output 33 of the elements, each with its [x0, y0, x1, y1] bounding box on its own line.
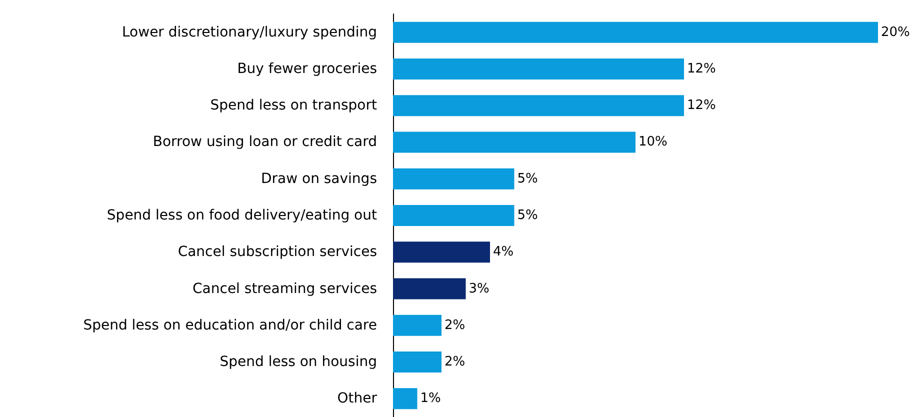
bar: [393, 205, 514, 226]
y-tick-label: Spend less on transport: [210, 98, 378, 114]
y-tick-label: Other: [337, 390, 378, 407]
bar: [393, 242, 490, 263]
y-tick-label: Borrow using loan or credit card: [152, 134, 377, 150]
y-tick-label: Cancel streaming services: [192, 280, 377, 297]
y-tick-label: Buy fewer groceries: [237, 60, 377, 77]
y-tick-label: Spend less on food delivery/eating out: [106, 208, 378, 224]
y-tick-label: Lower discretionary/luxury spending: [122, 24, 377, 40]
y-tick-label: Draw on savings: [260, 170, 377, 187]
bar: [393, 388, 418, 410]
y-tick-label: Spend less on housing: [220, 354, 377, 370]
data-label: 1%: [420, 391, 441, 406]
bar: [393, 314, 442, 336]
bar: [393, 278, 466, 300]
y-tick-label: Cancel subscription services: [178, 244, 377, 260]
data-label: 3%: [468, 281, 490, 296]
data-label: 2%: [444, 354, 466, 370]
data-label: 20%: [881, 24, 910, 40]
bar: [393, 132, 636, 153]
bar: [393, 58, 684, 80]
data-label: 12%: [687, 61, 716, 76]
data-label: 10%: [638, 134, 668, 150]
data-label: 4%: [493, 244, 514, 260]
data-label: 12%: [687, 98, 716, 114]
data-label: 5%: [517, 208, 538, 223]
data-label: 2%: [444, 318, 466, 333]
bar: [393, 22, 878, 43]
bar: [393, 352, 442, 373]
bar: [393, 168, 514, 190]
y-tick-label: Spend less on education and/or child care: [83, 317, 377, 334]
data-label: 5%: [517, 171, 538, 186]
bar: [393, 95, 684, 116]
